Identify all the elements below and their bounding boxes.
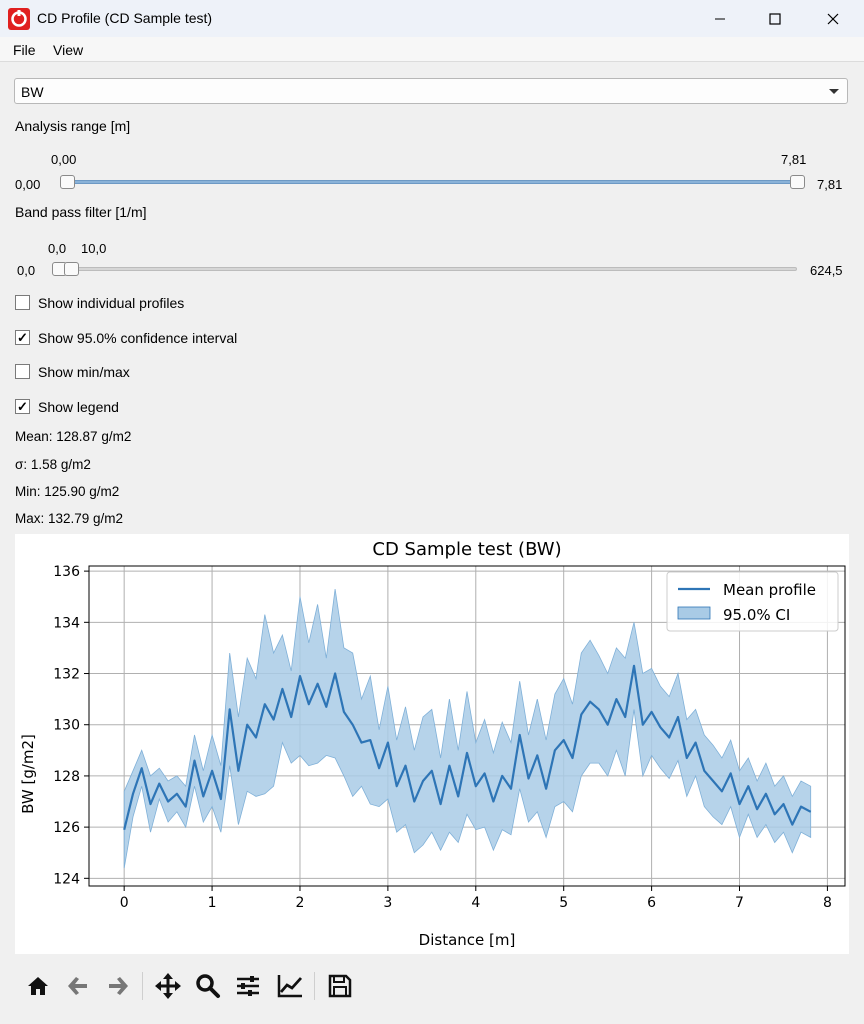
toolbar-separator: [314, 972, 315, 1000]
x-tick-label: 3: [383, 895, 392, 911]
chevron-down-icon: [829, 89, 839, 94]
stat-min: Min: 125.90 g/m2: [15, 484, 120, 499]
edit-axis-icon: [277, 975, 303, 998]
y-tick-label: 126: [53, 820, 80, 836]
mean-profile-line: [123, 664, 812, 830]
analysis-range-high-value: 7,81: [781, 152, 807, 167]
configure-subplots-button[interactable]: [230, 966, 266, 1006]
plot-canvas[interactable]: CD Sample test (BW) Distance [m] BW [g/m…: [15, 534, 849, 954]
x-axis-label: Distance [m]: [419, 931, 516, 949]
band-pass-min-label: 0,0: [17, 263, 36, 278]
legend-mean-label: Mean profile: [723, 581, 816, 599]
menu-file[interactable]: File: [13, 42, 36, 58]
x-tick-label: 7: [735, 895, 744, 911]
home-button[interactable]: [20, 966, 56, 1006]
y-tick-label: 128: [53, 769, 80, 785]
legend-ci-label: 95.0% CI: [723, 606, 790, 624]
checkbox-box[interactable]: ✓: [15, 399, 30, 414]
y-tick-label: 132: [53, 667, 80, 683]
x-tick-label: 2: [296, 895, 305, 911]
x-tick-label: 4: [471, 895, 480, 911]
profile-chart: CD Sample test (BW) Distance [m] BW [g/m…: [19, 539, 846, 949]
measurement-select-value: BW: [21, 84, 44, 100]
y-tick-label: 136: [53, 564, 80, 580]
stat-sigma: σ: 1.58 g/m2: [15, 457, 91, 472]
y-tick-label: 130: [53, 718, 80, 734]
x-tick-label: 1: [208, 895, 217, 911]
analysis-range-low-handle[interactable]: [60, 175, 75, 189]
x-tick-label: 6: [647, 895, 656, 911]
measurement-select[interactable]: BW: [14, 78, 848, 104]
y-tick-label: 124: [53, 871, 80, 887]
home-icon: [28, 977, 48, 995]
checkbox-box[interactable]: ✓: [15, 330, 30, 345]
toolbar-separator: [142, 972, 143, 1000]
minimize-button[interactable]: [697, 0, 743, 37]
ci-band: [123, 588, 812, 869]
analysis-range-high-handle[interactable]: [790, 175, 805, 189]
band-pass-label: Band pass filter [1/m]: [15, 204, 147, 220]
band-pass-low-value: 0,0: [48, 241, 67, 256]
title-bar: CD Profile (CD Sample test): [0, 0, 864, 37]
maximize-icon: [769, 12, 781, 25]
close-button[interactable]: [810, 0, 856, 37]
back-icon: [68, 977, 87, 995]
y-tick-label: 134: [53, 615, 80, 631]
forward-icon: [109, 977, 128, 995]
analysis-range-low-value: 0,00: [51, 152, 77, 167]
zoom-button[interactable]: [190, 966, 226, 1006]
x-tick-label: 5: [559, 895, 568, 911]
plot-frame: [88, 565, 846, 887]
band-pass-high-value: 10,0: [81, 241, 107, 256]
band-pass-high-handle[interactable]: [63, 262, 79, 276]
configure-subplots-icon: [237, 976, 259, 996]
navigation-toolbar: [20, 966, 420, 1006]
forward-button[interactable]: [100, 966, 136, 1006]
menu-bar: File View: [0, 37, 864, 62]
maximize-button[interactable]: [752, 0, 798, 37]
y-axis-label: BW [g/m2]: [19, 734, 37, 814]
checkbox-label: Show legend: [38, 399, 119, 415]
checkbox-label: Show min/max: [38, 364, 130, 380]
minimize-icon: [715, 18, 725, 19]
chart-title: CD Sample test (BW): [372, 539, 561, 560]
checkbox-label: Show 95.0% confidence interval: [38, 330, 238, 346]
back-button[interactable]: [60, 966, 96, 1006]
close-icon: [827, 13, 839, 24]
zoom-icon: [196, 974, 220, 998]
save-button[interactable]: [322, 966, 358, 1006]
checkbox-label: Show individual profiles: [38, 295, 185, 311]
app-logo-icon: [8, 8, 30, 30]
analysis-range-min-label: 0,00: [15, 177, 41, 192]
pan-button[interactable]: [150, 966, 186, 1006]
window-title: CD Profile (CD Sample test): [37, 10, 213, 26]
stat-max: Max: 132.79 g/m2: [15, 511, 124, 526]
pan-icon: [155, 973, 181, 999]
band-pass-groove: [55, 267, 797, 271]
analysis-range-max-label: 7,81: [817, 177, 843, 192]
legend-ci-swatch: [677, 606, 711, 620]
save-icon: [328, 974, 352, 998]
x-tick-label: 8: [823, 895, 832, 911]
legend: Mean profile 95.0% CI: [666, 571, 839, 632]
analysis-range-selected-span: [67, 180, 797, 184]
stat-mean: Mean: 128.87 g/m2: [15, 429, 132, 444]
checkbox-box[interactable]: [15, 295, 30, 310]
band-pass-max-label: 624,5: [810, 263, 843, 278]
analysis-range-label: Analysis range [m]: [15, 118, 131, 134]
checkbox-box[interactable]: [15, 364, 30, 379]
x-tick-label: 0: [120, 895, 129, 911]
menu-view[interactable]: View: [53, 42, 84, 58]
edit-axis-button[interactable]: [272, 966, 308, 1006]
